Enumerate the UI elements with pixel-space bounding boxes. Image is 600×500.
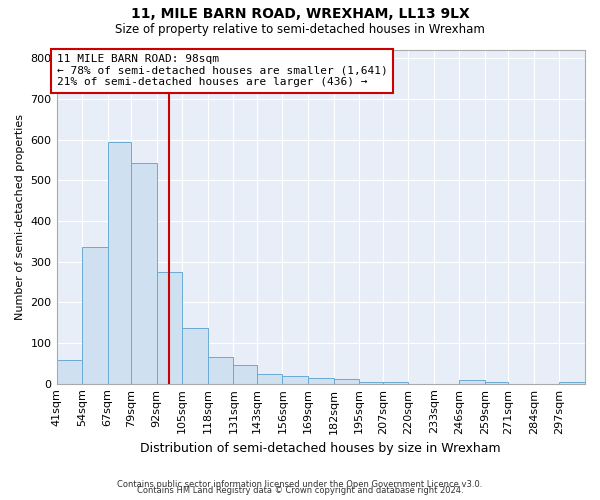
Bar: [459, 380, 485, 384]
Bar: [559, 382, 585, 384]
Bar: [56, 360, 82, 384]
Text: Size of property relative to semi-detached houses in Wrexham: Size of property relative to semi-detach…: [115, 22, 485, 36]
Bar: [359, 382, 383, 384]
Bar: [233, 366, 257, 384]
Bar: [485, 382, 508, 384]
Bar: [283, 376, 308, 384]
Bar: [334, 379, 359, 384]
Bar: [308, 378, 334, 384]
Bar: [208, 357, 233, 384]
Bar: [157, 272, 182, 384]
Text: 11, MILE BARN ROAD, WREXHAM, LL13 9LX: 11, MILE BARN ROAD, WREXHAM, LL13 9LX: [131, 8, 469, 22]
Bar: [107, 142, 131, 384]
Bar: [182, 328, 208, 384]
Text: 11 MILE BARN ROAD: 98sqm
← 78% of semi-detached houses are smaller (1,641)
21% o: 11 MILE BARN ROAD: 98sqm ← 78% of semi-d…: [56, 54, 387, 88]
Text: Contains public sector information licensed under the Open Government Licence v3: Contains public sector information licen…: [118, 480, 482, 489]
Bar: [257, 374, 283, 384]
Text: Contains HM Land Registry data © Crown copyright and database right 2024.: Contains HM Land Registry data © Crown c…: [137, 486, 463, 495]
Bar: [131, 162, 157, 384]
Bar: [82, 246, 107, 384]
Y-axis label: Number of semi-detached properties: Number of semi-detached properties: [15, 114, 25, 320]
Bar: [383, 382, 408, 384]
X-axis label: Distribution of semi-detached houses by size in Wrexham: Distribution of semi-detached houses by …: [140, 442, 501, 455]
